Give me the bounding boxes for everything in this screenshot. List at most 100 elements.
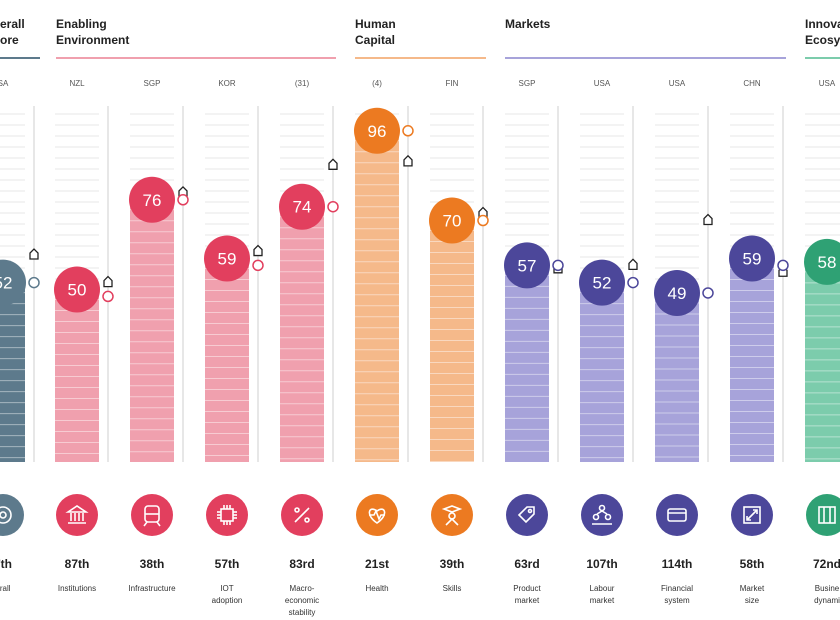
heart-icon-glyph — [368, 508, 386, 524]
bar-business-dynamism — [805, 261, 840, 462]
bar-infrastructure — [130, 199, 174, 463]
peer-marker-circle-product-market — [552, 259, 564, 272]
peer-marker-circle-macro-economic-stability — [327, 200, 339, 213]
header-innovation-ecosystem: Innova Ecosy — [805, 17, 840, 47]
value-circle-market-size — [729, 235, 775, 282]
chip-icon-glyph — [217, 505, 237, 525]
target-icon — [0, 494, 24, 536]
bar-market-size — [730, 258, 774, 462]
peer-marker-circle-labour-market — [627, 276, 639, 289]
label-overall: erall — [0, 584, 11, 593]
peer-marker-square-macro-economic-stability — [328, 158, 338, 170]
best-performer-skills: FIN — [446, 79, 459, 88]
expand-icon-glyph — [743, 506, 761, 524]
value-circle-skills — [429, 197, 475, 244]
value-circle-infrastructure — [129, 176, 175, 223]
train-icon-glyph — [143, 505, 161, 527]
rank-health: 21st — [364, 557, 390, 571]
graduate-icon — [431, 494, 473, 536]
building-icon — [806, 494, 840, 536]
best-performer-financial-system: USA — [669, 79, 686, 88]
value-circle-iot-adoption — [204, 235, 250, 282]
best-performer-labour-market: USA — [594, 79, 611, 88]
building-icon-glyph — [818, 506, 836, 524]
best-performer-health: (4) — [372, 79, 382, 88]
label-infrastructure: Infrastructure — [128, 584, 176, 593]
bar-product-market — [505, 265, 549, 462]
best-performer-business-dynamism: USA — [819, 79, 836, 88]
peer-marker-circle-market-size — [777, 259, 789, 272]
rank-infrastructure: 38th — [139, 557, 165, 571]
label-business-dynamism: Busine dynami — [814, 584, 840, 605]
peer-marker-circle-health — [402, 125, 414, 137]
best-performer-macro-economic-stability: (31) — [295, 79, 310, 88]
header-markets: Markets — [505, 17, 551, 31]
percent-icon-glyph — [294, 507, 310, 523]
label-skills: Skills — [442, 584, 462, 593]
people-icon-glyph — [592, 504, 612, 525]
value-label-overall: 52 — [0, 274, 12, 293]
label-health: Health — [365, 584, 389, 593]
value-label-business-dynamism: 58 — [818, 253, 837, 272]
value-label-market-size: 59 — [743, 249, 762, 268]
peer-marker-square-labour-market — [628, 258, 638, 270]
header-overall-score: erall ore — [0, 17, 25, 47]
value-circle-labour-market — [579, 259, 625, 306]
value-circle-institutions — [54, 266, 100, 313]
rank-macroeconomic-stability: 83rd — [289, 557, 315, 571]
label-market-size: Market size — [739, 584, 765, 605]
label-institutions: Institutions — [57, 584, 97, 593]
peer-marker-square-institutions — [103, 275, 113, 288]
card-icon — [656, 494, 698, 536]
rank-product-market: 63rd — [514, 557, 540, 571]
rank-skills: 39th — [439, 557, 465, 571]
bar-macro-economic-stability — [280, 206, 324, 462]
tag-icon-glyph — [517, 506, 535, 524]
rank-business-dynamism: 72nd — [812, 557, 840, 571]
institution-icon — [56, 494, 98, 536]
best-performer-iot-adoption: KOR — [218, 79, 236, 88]
bar-health — [355, 130, 399, 463]
bar-financial-system — [655, 292, 699, 462]
best-performer-overall: SA — [0, 79, 9, 88]
value-label-labour-market: 52 — [593, 274, 612, 293]
institution-icon-glyph — [65, 505, 89, 524]
best-performer-infrastructure: SGP — [144, 79, 161, 88]
bar-iot-adoption — [205, 258, 249, 462]
peer-marker-circle-financial-system — [702, 287, 714, 299]
people-icon — [581, 494, 623, 536]
peer-marker-square-iot-adoption — [253, 244, 263, 257]
bar-institutions — [55, 289, 99, 462]
peer-marker-square-overall — [29, 248, 39, 260]
rank-financial-system: 114th — [661, 557, 693, 571]
value-label-financial-system: 49 — [668, 284, 687, 303]
peer-marker-square-health — [403, 154, 413, 167]
peer-marker-circle-skills — [477, 214, 489, 227]
rank-overall: 7th — [0, 557, 12, 571]
best-performer-market-size: CHN — [743, 79, 761, 88]
target-icon-glyph — [0, 506, 12, 524]
label-financial-system: Financial system — [660, 584, 693, 605]
value-circle-health — [354, 107, 400, 154]
value-circle-overall — [0, 259, 26, 306]
rank-market-size: 58th — [739, 557, 765, 571]
peer-marker-circle-institutions — [102, 290, 114, 303]
value-circle-financial-system — [654, 269, 700, 316]
value-label-product-market: 57 — [518, 256, 537, 275]
value-label-macro-economic-stability: 74 — [293, 198, 312, 217]
value-label-skills: 70 — [443, 212, 462, 231]
label-labour-market: Labour market — [589, 584, 615, 605]
rank-labour-market: 107th — [586, 557, 618, 571]
tag-icon — [506, 494, 548, 536]
value-circle-business-dynamism — [804, 238, 840, 285]
rank-iot-adoption: 57th — [214, 557, 240, 571]
header-enabling-environment: Enabling Environment — [56, 17, 130, 47]
value-label-health: 96 — [368, 122, 387, 141]
label-iot-adoption: IOT adoption — [211, 584, 243, 605]
label-macroeconomic-stability: Macro- economic stability — [284, 584, 320, 617]
best-performer-product-market: SGP — [519, 79, 536, 88]
card-icon-glyph — [667, 508, 687, 522]
peer-marker-circle-infrastructure — [177, 194, 189, 206]
